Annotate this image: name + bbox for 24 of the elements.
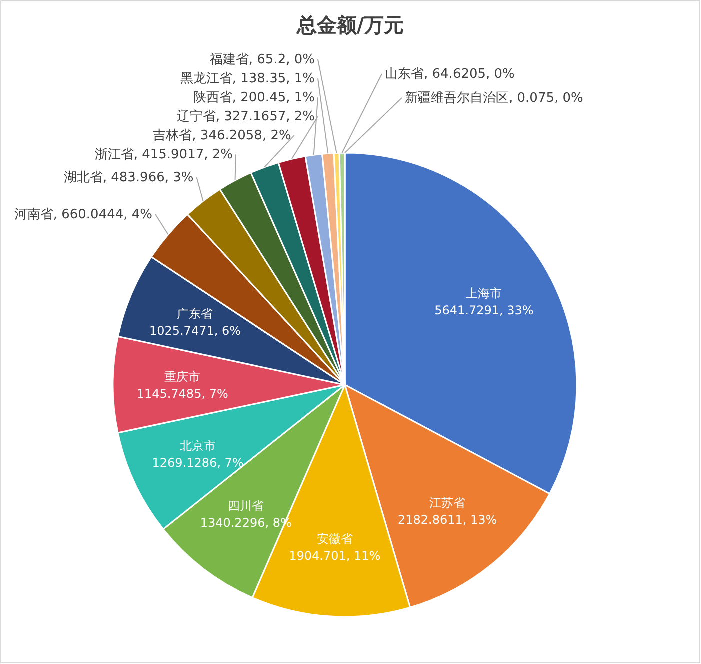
data-label: 1904.701, 11% bbox=[289, 549, 381, 564]
data-label: 1269.1286, 7% bbox=[152, 456, 244, 470]
slice-label: 安徽省 bbox=[316, 532, 353, 546]
slice-label: 广东省 bbox=[177, 307, 214, 322]
data-label: 2182.8611, 13% bbox=[398, 512, 498, 527]
slice-label: 河南省, 660.0444, 4% bbox=[14, 207, 153, 222]
data-label: 1025.7471, 6% bbox=[149, 324, 242, 338]
slice-label: 陕西省, 200.45, 1% bbox=[193, 90, 315, 106]
slice-label: 湖北省, 483.966, 3% bbox=[64, 170, 194, 186]
slice-label: 四川省 bbox=[228, 498, 264, 513]
slice-label: 江苏省 bbox=[430, 496, 466, 510]
slice-label: 上海市 bbox=[466, 286, 502, 300]
data-label: 5641.7291, 33% bbox=[434, 303, 534, 318]
data-label: 1145.7485, 7% bbox=[136, 386, 228, 401]
slice-label: 山东省, 64.6205, 0% bbox=[385, 67, 515, 82]
chart-title: 总金额/万元 bbox=[296, 13, 404, 37]
slice-label: 北京市 bbox=[180, 439, 216, 454]
slice-label: 重庆市 bbox=[164, 370, 201, 384]
slice-label: 辽宁省, 327.1657, 2% bbox=[176, 108, 315, 125]
slice-label: 福建省, 65.2, 0% bbox=[210, 52, 315, 68]
slice-label: 浙江省, 415.9017, 2% bbox=[94, 148, 234, 163]
slice-label: 黑龙江省, 138.35, 1% bbox=[180, 72, 315, 87]
slice-label: 新疆维吾尔自治区, 0.075, 0% bbox=[405, 91, 584, 106]
slice-label: 吉林省, 346.2058, 2% bbox=[153, 128, 292, 144]
